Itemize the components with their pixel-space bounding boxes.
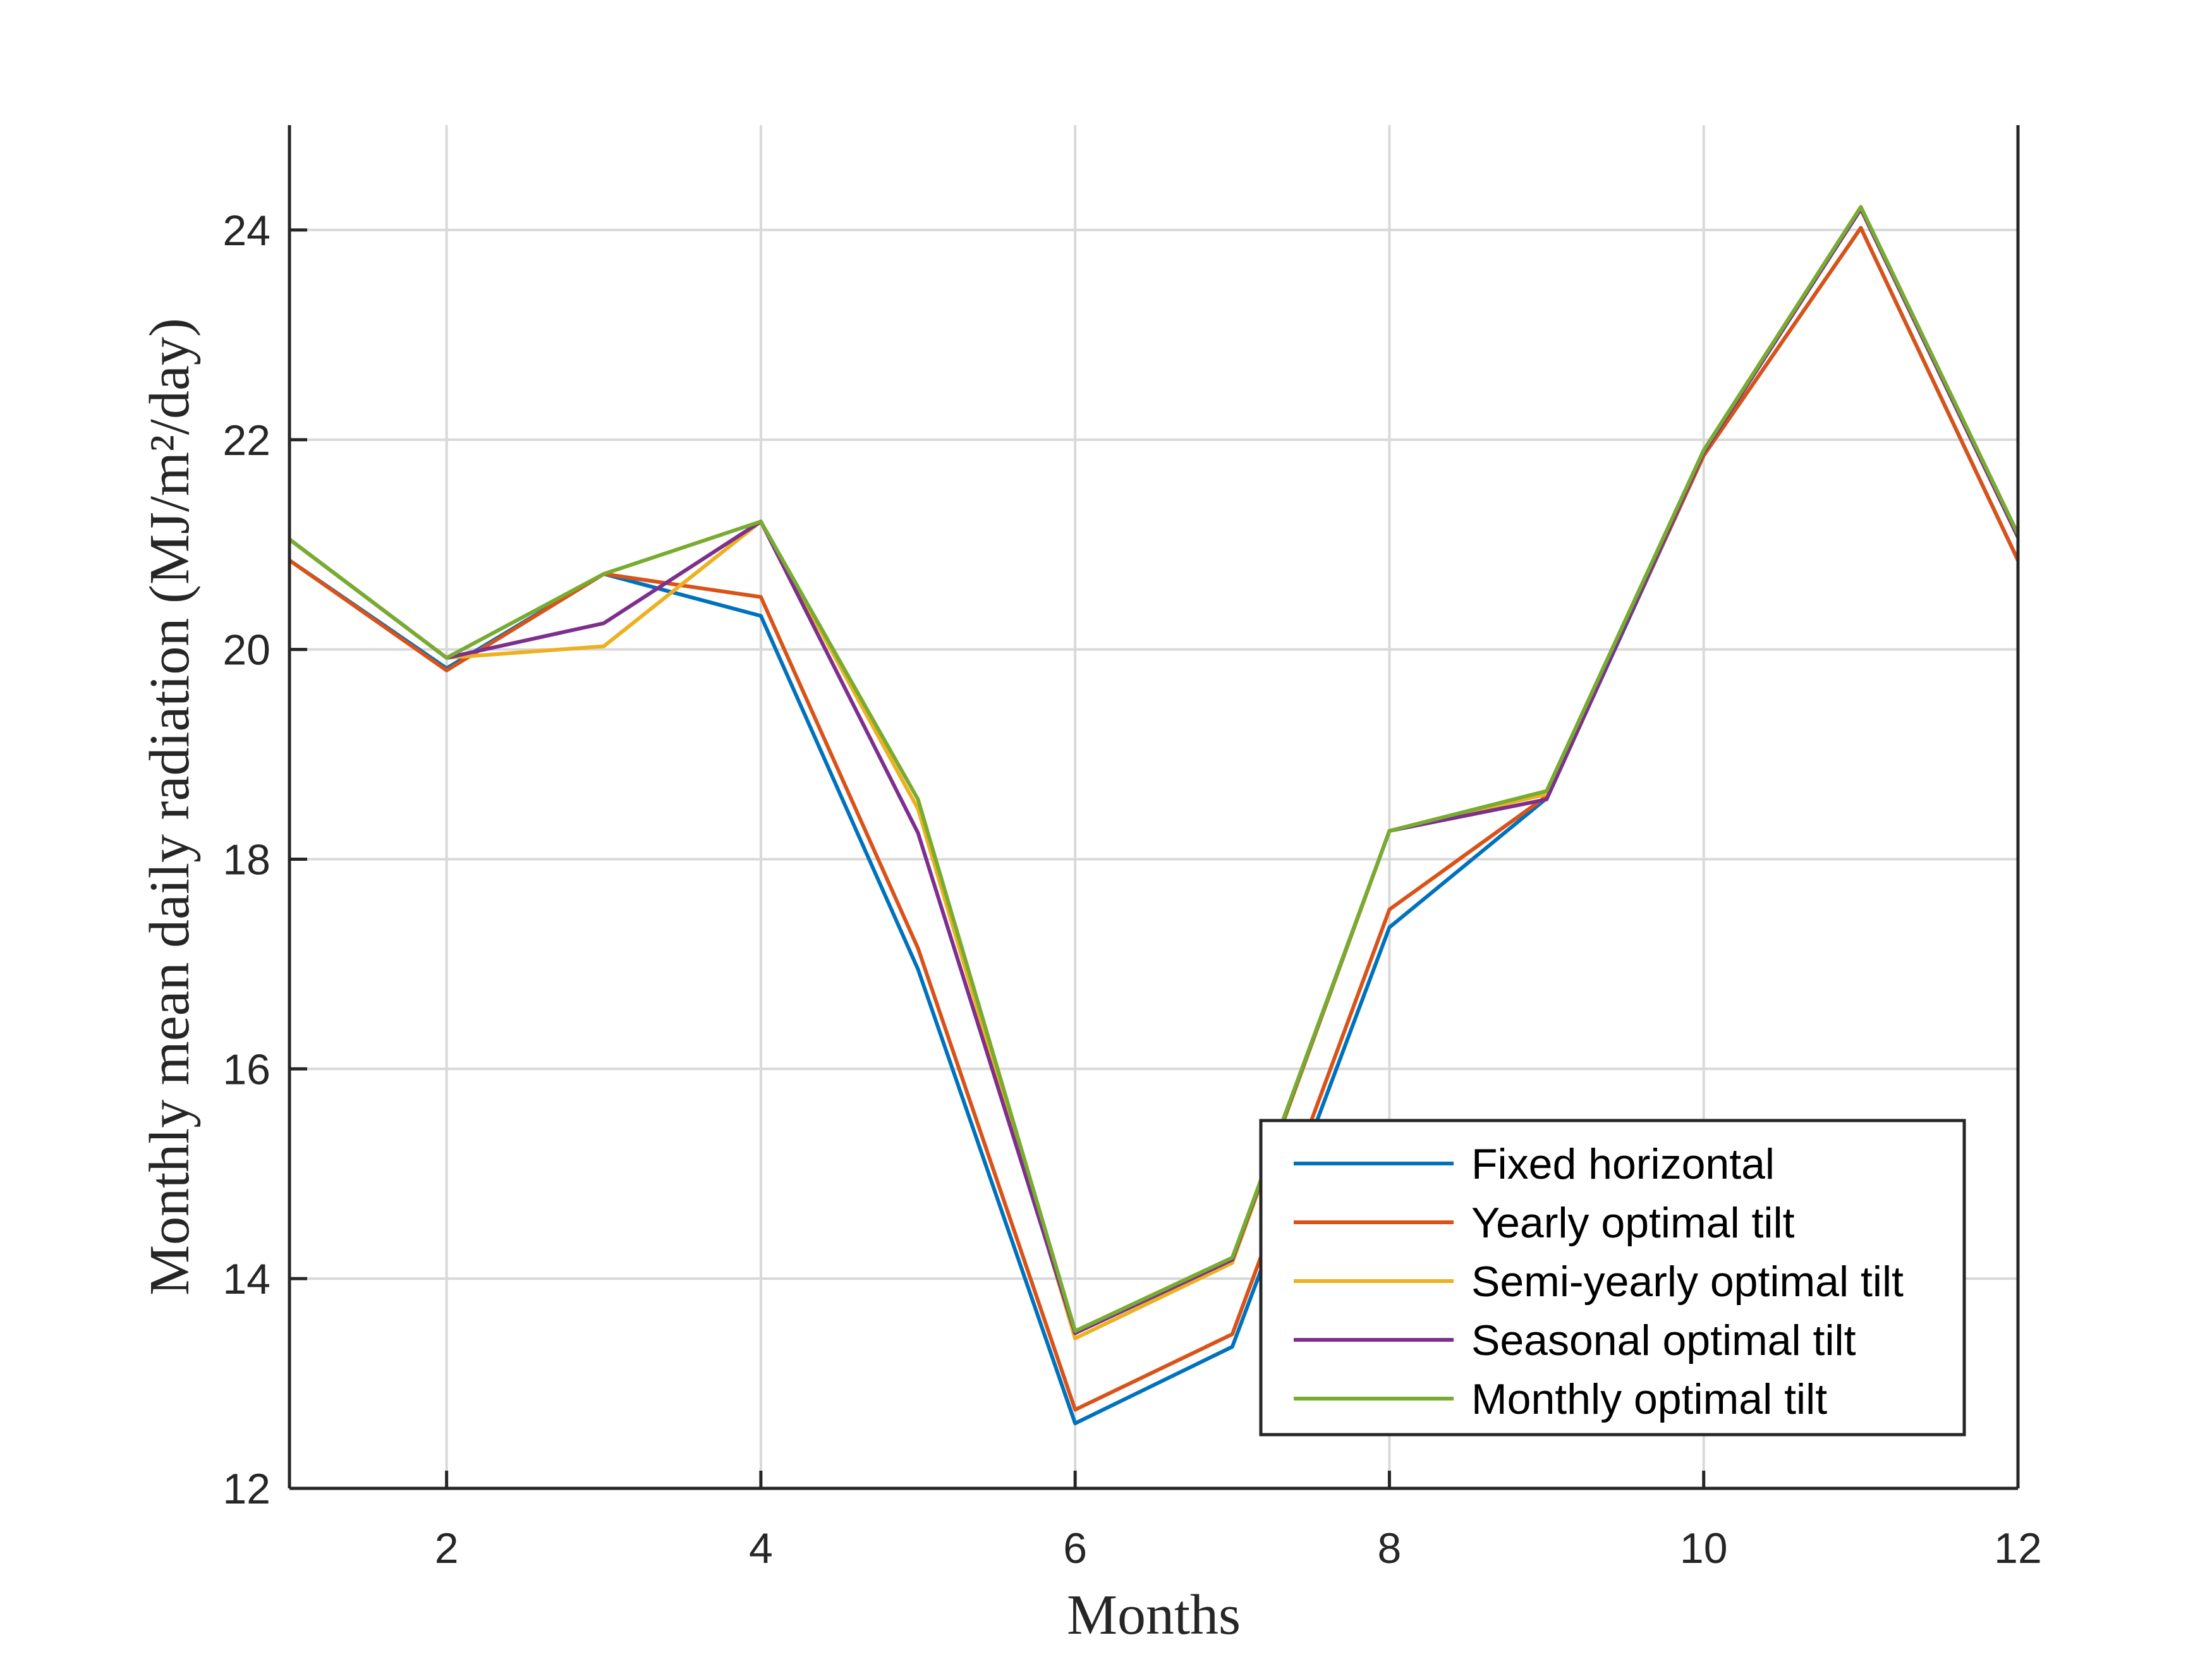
series-line-5 <box>288 205 2020 1334</box>
y-tick-label: 20 <box>222 626 270 674</box>
x-tick-label: 6 <box>1063 1524 1087 1572</box>
series-layer <box>288 205 2020 1426</box>
y-axis-title: Monthly mean daily radiation (MJ/m²/day) <box>138 318 201 1296</box>
legend-label-3: Semi-yearly optimal tilt <box>1471 1258 1904 1306</box>
x-tick-label: 8 <box>1378 1524 1402 1572</box>
axes <box>288 125 2020 1490</box>
legend-label-4: Seasonal optimal tilt <box>1471 1316 1856 1364</box>
x-tick-label: 10 <box>1680 1524 1728 1572</box>
y-tick-label: 14 <box>222 1255 270 1303</box>
legend-box <box>1259 1119 1966 1437</box>
legend-label-2: Yearly optimal tilt <box>1471 1199 1795 1247</box>
grid-lines <box>289 125 2019 1490</box>
y-tick-label: 16 <box>222 1045 270 1093</box>
legend: Fixed horizontal Yearly optimal tilt Semi-… <box>1259 1119 1966 1437</box>
y-tick-label: 18 <box>222 836 270 884</box>
x-axis-title: Months <box>1067 1584 1241 1646</box>
y-tick-label: 22 <box>222 416 270 465</box>
x-tick-label: 4 <box>749 1524 773 1572</box>
x-tick-label: 12 <box>1994 1524 2042 1572</box>
legend-label-5: Monthly optimal tilt <box>1471 1375 1827 1423</box>
y-tick-label: 12 <box>222 1465 270 1513</box>
y-tick-label: 24 <box>222 207 270 255</box>
legend-label-1: Fixed horizontal <box>1471 1140 1775 1188</box>
x-tick-label: 2 <box>435 1524 459 1572</box>
